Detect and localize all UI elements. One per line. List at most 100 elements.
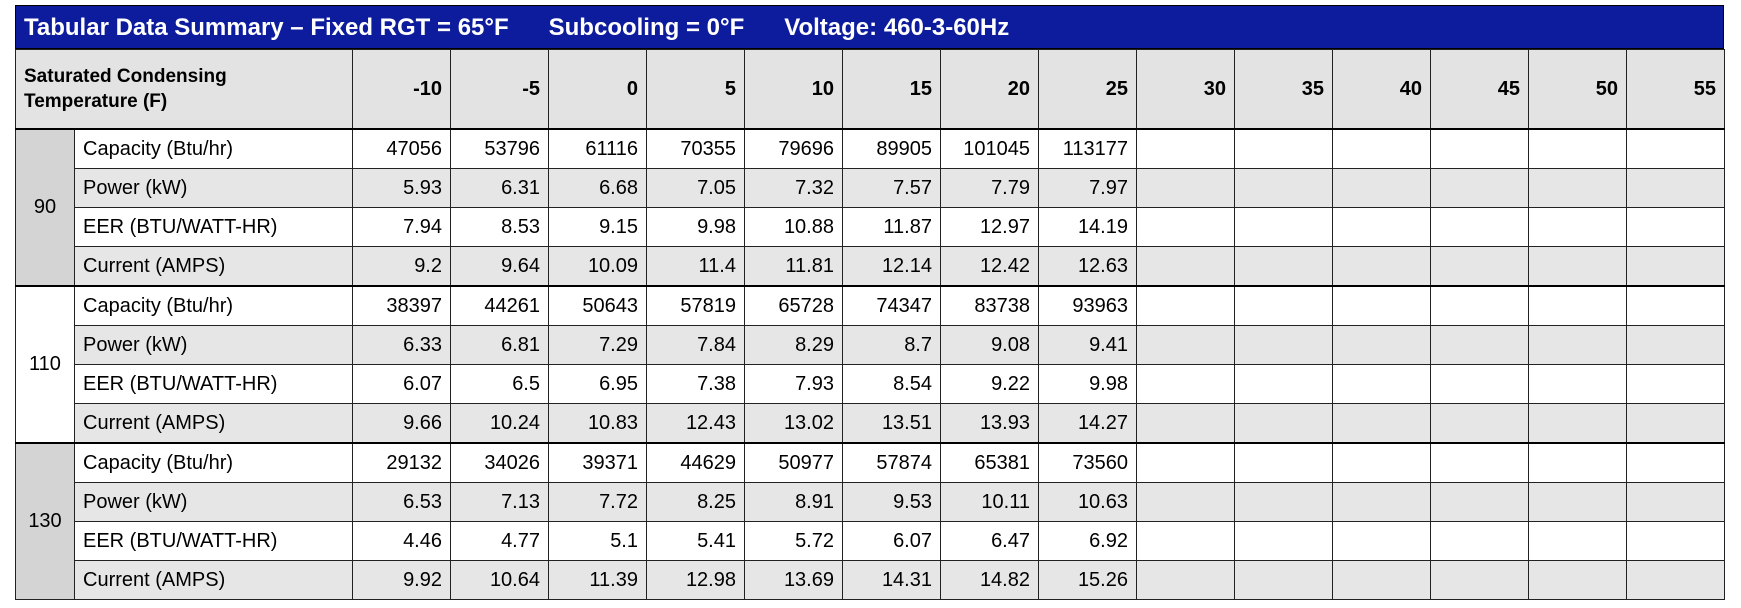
empty-cell [1332,403,1431,444]
value-cell: 6.47 [940,521,1039,561]
column-header: 35 [1234,49,1333,130]
value-cell: 8.7 [842,325,941,365]
column-header: -10 [352,49,451,130]
title-part: Tabular Data Summary – Fixed RGT = 65°F [24,14,509,41]
value-cell: 7.93 [744,364,843,404]
value-cell: 9.92 [352,560,451,600]
value-cell: 12.63 [1038,246,1137,287]
value-cell: 89905 [842,128,941,169]
value-cell: 9.66 [352,403,451,444]
value-cell: 65728 [744,285,843,326]
value-cell: 7.97 [1038,168,1137,208]
empty-cell [1332,442,1431,483]
value-cell: 50643 [548,285,647,326]
column-header: 20 [940,49,1039,130]
empty-cell [1430,442,1529,483]
value-cell: 9.41 [1038,325,1137,365]
empty-cell [1234,482,1333,522]
empty-cell [1136,521,1235,561]
empty-cell [1234,325,1333,365]
data-row: 90 Capacity (Btu/hr) 47056 53796 61116 70355 7… [15,128,1725,287]
data-row: 130 Capacity (Btu/hr) 29132 34026 39371 44629… [15,442,1725,600]
value-cell: 38397 [352,285,451,326]
column-header: 0 [548,49,647,130]
empty-cell [1332,246,1431,287]
value-cell: 5.1 [548,521,647,561]
column-header: 50 [1528,49,1627,130]
value-cell: 50977 [744,442,843,483]
empty-cell [1234,521,1333,561]
empty-cell [1332,207,1431,247]
empty-cell [1234,168,1333,208]
column-header: 10 [744,49,843,130]
value-cell: 6.95 [548,364,647,404]
empty-cell [1528,364,1627,404]
empty-cell [1626,364,1725,404]
empty-cell [1430,168,1529,208]
empty-cell [1136,168,1235,208]
empty-cell [1136,560,1235,600]
value-cell: 44629 [646,442,745,483]
empty-cell [1626,325,1725,365]
value-cell: 79696 [744,128,843,169]
value-cell: 61116 [548,128,647,169]
empty-cell [1430,207,1529,247]
value-cell: 6.33 [352,325,451,365]
empty-cell [1430,285,1529,326]
value-cell: 8.91 [744,482,843,522]
empty-cell [1332,325,1431,365]
data-row: EER (BTU/WATT-HR) 4.46 4.77 5.1 5.41 5.72 6.07… [16,521,1725,561]
value-cell: 14.82 [940,560,1039,600]
row-label: EER (BTU/WATT-HR) [74,207,353,247]
value-cell: 12.14 [842,246,941,287]
column-header: 40 [1332,49,1431,130]
title-part: Subcooling = 0°F [548,14,745,41]
empty-cell [1430,403,1529,444]
row-label: Power (kW) [74,482,353,522]
value-cell: 5.41 [646,521,745,561]
value-cell: 14.19 [1038,207,1137,247]
column-header: 45 [1430,49,1529,130]
value-cell: 57819 [646,285,745,326]
value-cell: 74347 [842,285,941,326]
value-cell: 6.68 [548,168,647,208]
value-cell: 6.07 [352,364,451,404]
empty-cell [1626,560,1725,600]
value-cell: 7.29 [548,325,647,365]
data-row: Power (kW) 6.33 6.81 7.29 7.84 8.29 8.7 9.08 9.4… [16,325,1725,365]
value-cell: 10.11 [940,482,1039,522]
value-cell: 12.98 [646,560,745,600]
data-row: Power (kW) 5.93 6.31 6.68 7.05 7.32 7.57 7.79 7.… [16,168,1725,208]
column-header: 30 [1136,49,1235,130]
empty-cell [1234,442,1333,483]
value-cell: 9.53 [842,482,941,522]
value-cell: 10.83 [548,403,647,444]
empty-cell [1234,285,1333,326]
group-label: 90 [15,128,75,287]
empty-cell [1136,364,1235,404]
value-cell: 7.72 [548,482,647,522]
empty-cell [1234,246,1333,287]
empty-cell [1430,246,1529,287]
value-cell: 113177 [1038,128,1137,169]
row-label: Capacity (Btu/hr) [74,128,353,169]
empty-cell [1528,403,1627,444]
value-cell: 6.53 [352,482,451,522]
value-cell: 9.2 [352,246,451,287]
value-cell: 11.87 [842,207,941,247]
empty-cell [1332,285,1431,326]
empty-cell [1234,207,1333,247]
value-cell: 5.93 [352,168,451,208]
value-cell: 4.46 [352,521,451,561]
empty-cell [1528,246,1627,287]
value-cell: 10.63 [1038,482,1137,522]
value-cell: 11.4 [646,246,745,287]
value-cell: 6.07 [842,521,941,561]
value-cell: 8.53 [450,207,549,247]
value-cell: 13.93 [940,403,1039,444]
empty-cell [1430,482,1529,522]
row-label: Current (AMPS) [74,246,353,287]
value-cell: 73560 [1038,442,1137,483]
row-label: EER (BTU/WATT-HR) [74,364,353,404]
